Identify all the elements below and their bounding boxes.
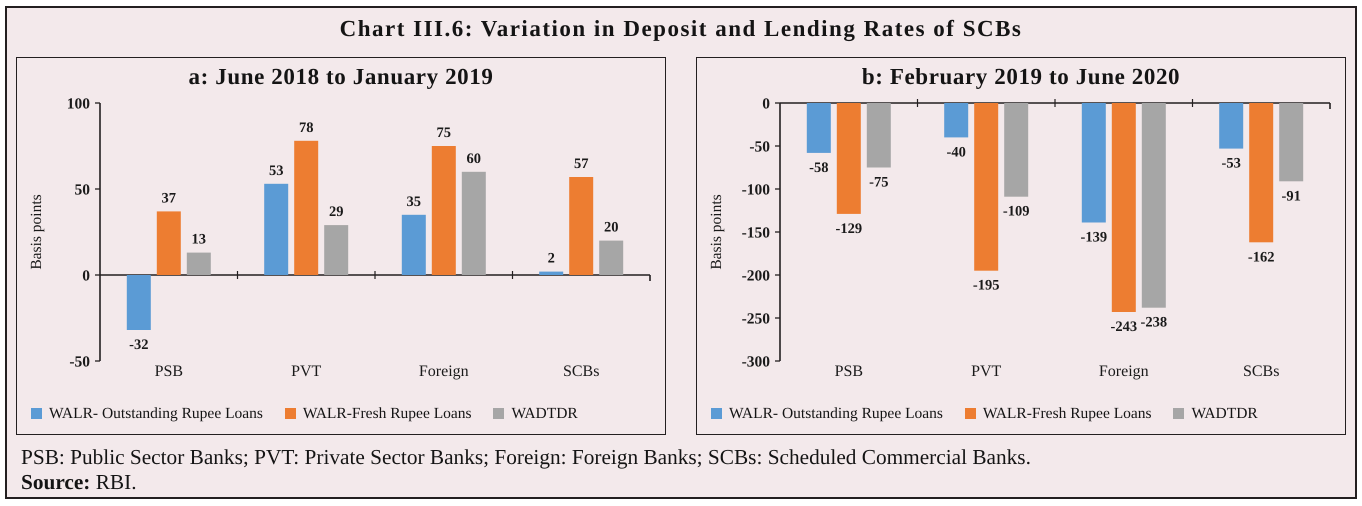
svg-text:-238: -238 xyxy=(1141,315,1168,331)
svg-text:37: 37 xyxy=(162,190,177,206)
svg-text:-129: -129 xyxy=(836,221,863,237)
svg-text:-195: -195 xyxy=(973,278,1000,294)
svg-text:-50: -50 xyxy=(69,354,90,371)
svg-text:75: 75 xyxy=(437,125,452,141)
svg-text:SCBs: SCBs xyxy=(563,363,599,380)
svg-text:-139: -139 xyxy=(1081,230,1108,246)
svg-text:-91: -91 xyxy=(1282,188,1301,204)
svg-text:-75: -75 xyxy=(869,175,888,191)
svg-text:100: 100 xyxy=(67,96,91,113)
svg-text:-100: -100 xyxy=(742,182,771,199)
svg-text:SCBs: SCBs xyxy=(1243,363,1279,380)
svg-text:-109: -109 xyxy=(1003,204,1030,220)
svg-text:PSB: PSB xyxy=(835,363,863,380)
svg-text:-300: -300 xyxy=(742,354,771,371)
svg-text:2: 2 xyxy=(548,251,555,267)
svg-text:Foreign: Foreign xyxy=(419,363,469,380)
svg-text:-250: -250 xyxy=(742,311,771,328)
svg-text:PVT: PVT xyxy=(971,363,1001,380)
svg-text:PSB: PSB xyxy=(155,363,183,380)
svg-text:Foreign: Foreign xyxy=(1099,363,1149,380)
svg-text:Basis points: Basis points xyxy=(28,194,45,269)
svg-text:0: 0 xyxy=(762,96,770,113)
svg-text:13: 13 xyxy=(192,232,207,248)
svg-text:-200: -200 xyxy=(742,268,771,285)
svg-text:60: 60 xyxy=(467,151,482,167)
svg-text:-162: -162 xyxy=(1248,249,1275,265)
svg-text:Basis points: Basis points xyxy=(708,194,725,269)
svg-text:-150: -150 xyxy=(742,225,771,242)
svg-text:57: 57 xyxy=(574,156,589,172)
svg-text:PVT: PVT xyxy=(291,363,321,380)
svg-text:-53: -53 xyxy=(1222,156,1241,172)
svg-text:29: 29 xyxy=(329,204,344,220)
svg-text:78: 78 xyxy=(299,120,314,136)
svg-text:-40: -40 xyxy=(947,144,966,160)
svg-text:-58: -58 xyxy=(809,160,828,176)
svg-text:35: 35 xyxy=(407,194,422,210)
svg-text:50: 50 xyxy=(75,182,91,199)
svg-text:20: 20 xyxy=(604,220,619,236)
svg-text:-243: -243 xyxy=(1111,319,1138,335)
svg-text:53: 53 xyxy=(269,163,284,179)
svg-text:0: 0 xyxy=(82,268,90,285)
svg-text:-32: -32 xyxy=(129,337,148,353)
svg-text:-50: -50 xyxy=(749,139,770,156)
